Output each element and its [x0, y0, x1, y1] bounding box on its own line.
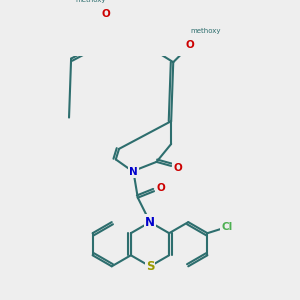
Text: O: O	[186, 40, 195, 50]
Text: methoxy: methoxy	[190, 28, 221, 34]
Text: N: N	[145, 216, 155, 229]
Text: Cl: Cl	[221, 223, 233, 232]
Text: N: N	[129, 167, 138, 177]
Text: O: O	[173, 163, 182, 172]
Text: O: O	[102, 9, 110, 19]
Text: S: S	[146, 260, 154, 273]
Text: methoxy: methoxy	[75, 0, 106, 3]
Text: O: O	[156, 183, 165, 193]
